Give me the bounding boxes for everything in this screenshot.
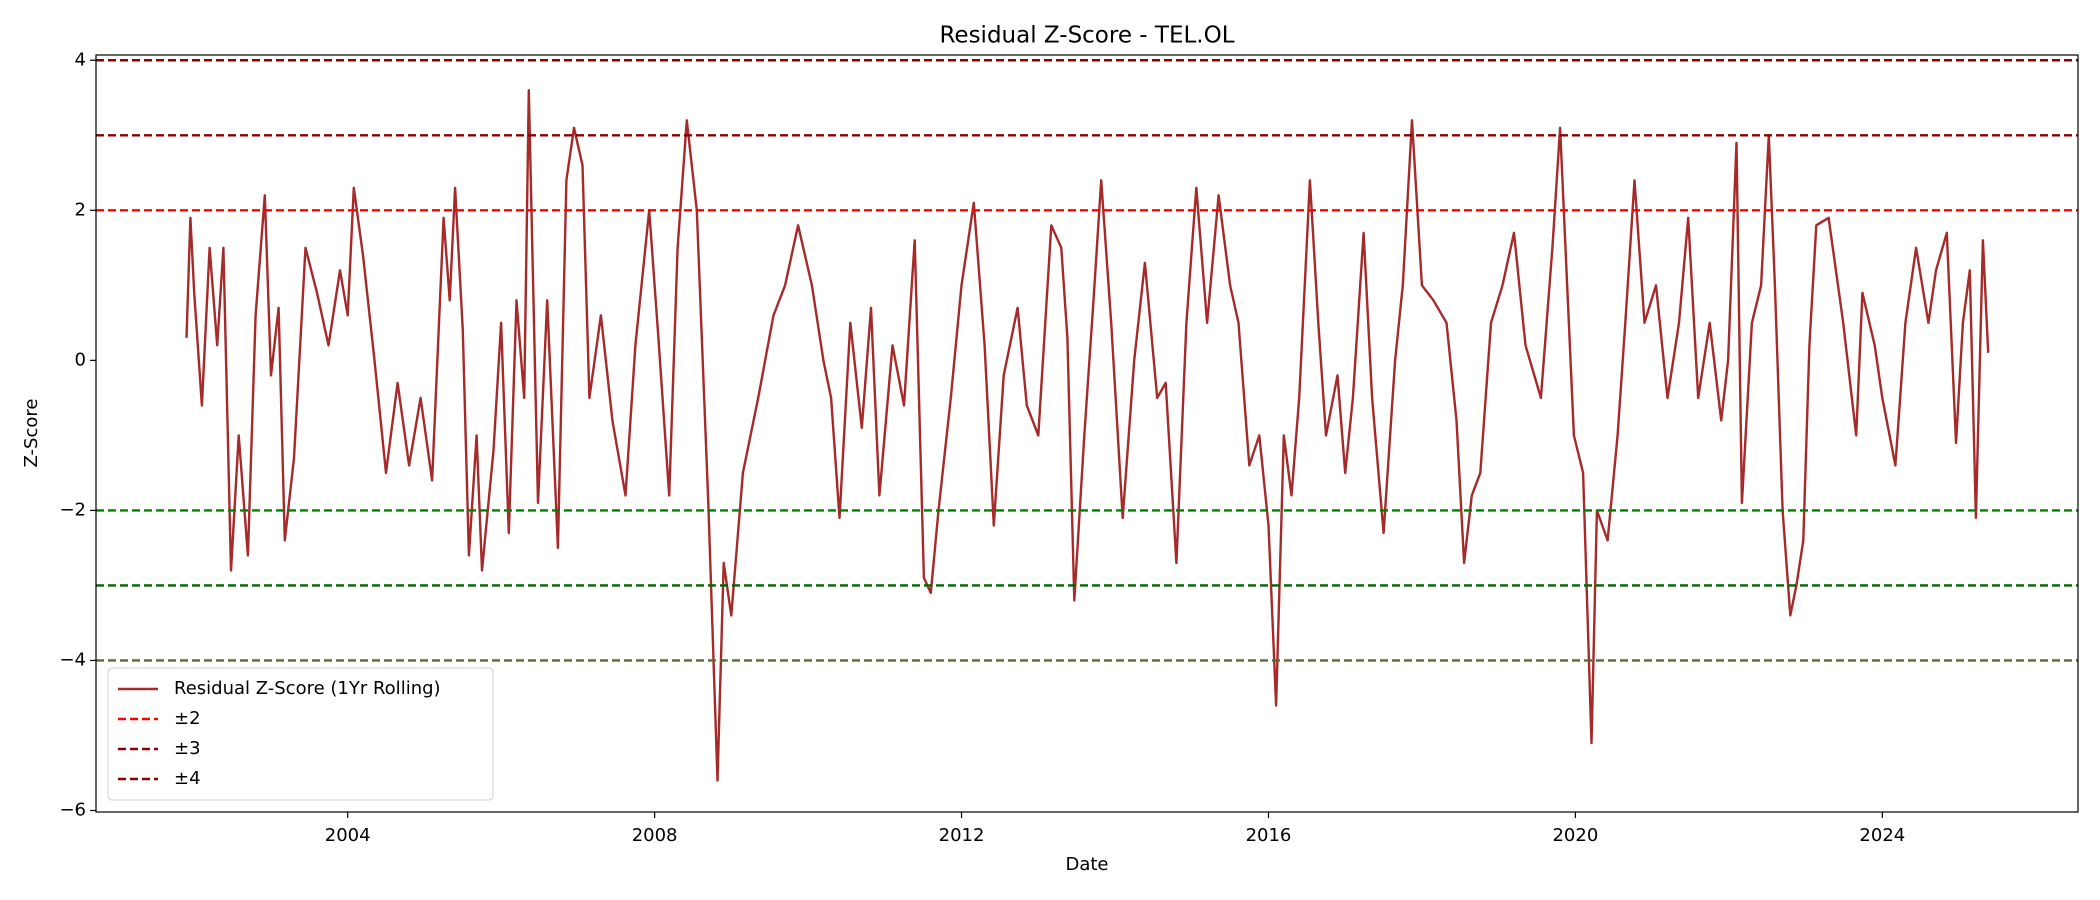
series-line	[185, 89, 1990, 782]
y-tick-label: 0	[75, 349, 86, 370]
legend-label: ±3	[174, 738, 201, 759]
chart-title: Residual Z-Score - TEL.OL	[939, 23, 1234, 49]
x-axis-label: Date	[1065, 854, 1108, 875]
y-tick-label: 2	[75, 199, 86, 220]
x-tick-label: 2024	[1859, 825, 1905, 846]
y-tick-label: −2	[59, 499, 86, 520]
y-tick-label: −4	[59, 649, 86, 670]
x-tick-label: 2012	[939, 825, 985, 846]
x-tick-label: 2008	[632, 825, 678, 846]
legend-label: Residual Z-Score (1Yr Rolling)	[174, 678, 441, 699]
legend-label: ±2	[174, 708, 201, 729]
y-tick-label: −6	[59, 799, 86, 820]
y-tick-label: 4	[75, 49, 86, 70]
y-axis-label: Z-Score	[21, 399, 42, 468]
legend: Residual Z-Score (1Yr Rolling) ±2 ±3 ±4	[107, 667, 494, 801]
legend-box	[107, 667, 494, 801]
legend-label: ±4	[174, 768, 201, 789]
x-tick-label: 2016	[1246, 825, 1292, 846]
x-tick-label: 2004	[325, 825, 371, 846]
x-tick-label: 2020	[1552, 825, 1598, 846]
plot-frame	[95, 54, 2079, 813]
